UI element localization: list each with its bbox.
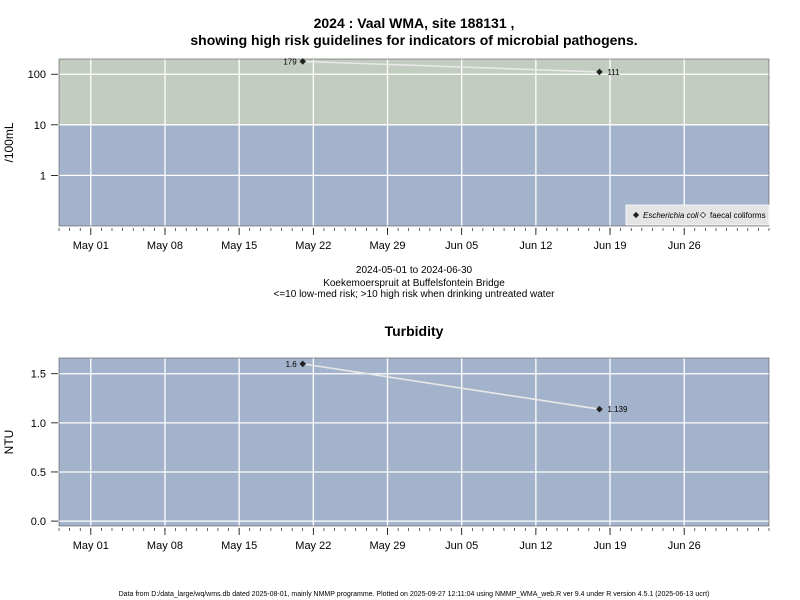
legend-marker-faecal-coliforms (699, 211, 707, 219)
plot-frame (58, 58, 770, 227)
x-tick-label: May 15 (221, 540, 257, 552)
legend-label: faecal coliforms (710, 211, 766, 220)
data-label: 1.139 (607, 405, 628, 414)
x-tick-label: May 01 (73, 240, 109, 252)
chart-title-line-2: showing high risk guidelines for indicat… (190, 32, 637, 48)
series-line (302, 60, 600, 73)
y-axis-label: /100mL (2, 122, 16, 162)
y-tick-label: 100 (28, 69, 46, 81)
y-axis-label: NTU (2, 430, 16, 455)
data-label: 111 (607, 68, 620, 77)
y-tick-label: 1.0 (31, 418, 46, 430)
x-tick-label: May 01 (73, 540, 109, 552)
y-tick-label: 1 (40, 170, 46, 182)
y-tick-label: 10 (34, 120, 46, 132)
x-tick-label: Jun 12 (519, 240, 552, 252)
x-tick-label: Jun 26 (668, 240, 701, 252)
caption-date-range: 2024-05-01 to 2024-06-30 (356, 265, 473, 276)
x-tick-label: May 29 (369, 240, 405, 252)
x-tick-label: May 08 (147, 240, 183, 252)
x-tick-label: May 22 (295, 540, 331, 552)
footer-note: Data from D:/data_large/wq/wms.db dated … (119, 591, 710, 598)
x-tick-label: Jun 19 (594, 540, 627, 552)
turbidity-panel-title: Turbidity (385, 323, 444, 339)
plot-frame (58, 357, 770, 527)
x-tick-label: May 15 (221, 240, 257, 252)
data-point (299, 58, 307, 65)
risk-band-high (59, 59, 769, 125)
x-tick-label: Jun 12 (519, 540, 552, 552)
x-tick-label: Jun 26 (668, 540, 701, 552)
data-point (299, 360, 307, 368)
data-label: 179 (283, 57, 297, 66)
caption-site-name: Koekemoerspruit at Buffelsfontein Bridge (323, 278, 505, 289)
legend-marker-ecoli (632, 211, 640, 219)
y-tick-label: 1.5 (31, 369, 46, 381)
ecoli-panel: May 01 May 08 May 15 May 22 May 29 Jun 05 Jun … (2, 57, 770, 252)
chart-title-line-1: 2024 : Vaal WMA, site 188131 , (314, 15, 515, 31)
y-tick-label: 0.5 (31, 467, 46, 479)
data-label: 1.6 (286, 360, 298, 369)
x-tick-label: May 29 (369, 540, 405, 552)
data-point (596, 68, 603, 76)
y-tick-label: 0.0 (31, 516, 46, 528)
data-point (596, 405, 603, 413)
plot-background (59, 358, 769, 526)
legend-box (625, 204, 770, 226)
x-tick-label: Jun 05 (445, 540, 478, 552)
x-tick-label: Jun 19 (594, 240, 627, 252)
series-line (302, 363, 600, 410)
turbidity-panel: May 01 May 08 May 15 May 22 May 29 Jun 05 Jun … (2, 357, 770, 552)
x-tick-label: May 08 (147, 540, 183, 552)
legend-label: Escherichia coli (643, 211, 699, 220)
x-tick-label: May 22 (295, 240, 331, 252)
caption-risk-note: <=10 low-med risk; >10 high risk when dr… (274, 289, 556, 300)
x-tick-label: Jun 05 (445, 240, 478, 252)
